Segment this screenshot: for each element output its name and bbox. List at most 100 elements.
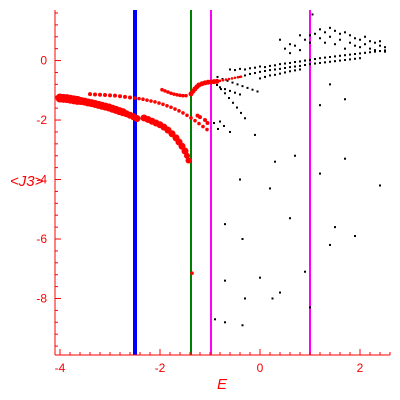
black-point-32 xyxy=(249,67,251,70)
black-point-100 xyxy=(309,34,311,37)
black-point-34 xyxy=(259,65,261,68)
black-point-147 xyxy=(289,217,291,220)
black-point-17 xyxy=(231,81,234,84)
black-point-120 xyxy=(364,35,366,38)
red-point-97 xyxy=(190,271,194,276)
y-tick-label-3: -6 xyxy=(36,232,47,246)
black-point-54 xyxy=(359,52,361,55)
series-black xyxy=(212,13,386,327)
black-point-58 xyxy=(379,50,381,53)
black-point-61 xyxy=(244,74,246,77)
black-point-88 xyxy=(274,73,276,76)
red-point-92 xyxy=(239,75,243,78)
black-point-29 xyxy=(234,69,236,72)
black-point-125 xyxy=(374,49,376,52)
black-point-25 xyxy=(229,89,231,92)
black-point-128 xyxy=(384,46,386,49)
black-point-97 xyxy=(299,49,301,52)
black-point-7 xyxy=(240,111,242,114)
black-point-102 xyxy=(319,37,321,40)
red-point-62 xyxy=(181,147,189,155)
black-point-75 xyxy=(314,62,316,65)
black-point-31 xyxy=(244,68,246,71)
red-point-48 xyxy=(197,121,201,126)
black-point-27 xyxy=(239,93,241,96)
black-point-2 xyxy=(220,88,222,91)
red-point-86 xyxy=(221,78,225,82)
x-tick-label-0: -4 xyxy=(55,361,66,375)
black-point-118 xyxy=(359,38,361,41)
black-point-46 xyxy=(319,57,321,60)
black-point-152 xyxy=(259,276,261,279)
black-point-57 xyxy=(374,50,376,53)
red-point-50 xyxy=(205,127,209,132)
black-point-14 xyxy=(216,75,219,78)
red-point-45 xyxy=(185,113,189,118)
black-point-148 xyxy=(334,226,336,229)
red-point-89 xyxy=(230,77,234,80)
black-point-95 xyxy=(289,43,291,46)
black-point-11 xyxy=(229,130,231,133)
black-point-13 xyxy=(213,122,215,125)
black-point-33 xyxy=(254,66,256,69)
black-point-119 xyxy=(359,46,361,49)
black-point-74 xyxy=(309,63,311,66)
black-point-42 xyxy=(299,60,301,63)
black-point-51 xyxy=(344,54,346,57)
black-point-79 xyxy=(334,60,336,63)
black-point-83 xyxy=(354,57,356,60)
black-point-133 xyxy=(289,52,291,55)
black-point-66 xyxy=(269,69,271,72)
y-tick-label-4: -8 xyxy=(36,291,47,305)
red-point-85 xyxy=(218,79,222,83)
black-point-10 xyxy=(223,124,225,127)
black-point-45 xyxy=(314,58,316,61)
red-point-44 xyxy=(181,111,185,115)
black-point-5 xyxy=(232,101,234,104)
black-point-96 xyxy=(294,44,296,47)
black-point-19 xyxy=(241,85,244,88)
black-point-56 xyxy=(369,51,371,54)
black-point-47 xyxy=(324,56,326,59)
black-point-159 xyxy=(271,297,274,300)
red-point-68 xyxy=(169,91,173,96)
black-point-121 xyxy=(364,43,366,46)
red-point-88 xyxy=(227,77,231,81)
black-point-122 xyxy=(369,40,371,43)
black-point-24 xyxy=(224,88,226,91)
red-point-31 xyxy=(128,95,132,100)
black-point-76 xyxy=(319,61,321,64)
black-point-69 xyxy=(284,66,286,69)
black-point-80 xyxy=(339,59,341,62)
red-point-32 xyxy=(133,96,137,100)
red-point-33 xyxy=(137,96,141,101)
black-point-108 xyxy=(334,29,336,32)
red-point-64 xyxy=(185,157,192,164)
black-point-44 xyxy=(309,58,311,61)
black-point-4 xyxy=(228,97,230,100)
black-point-65 xyxy=(264,69,266,72)
black-point-12 xyxy=(217,127,219,130)
black-point-81 xyxy=(344,58,346,61)
red-point-22 xyxy=(133,115,141,123)
black-point-130 xyxy=(311,13,314,16)
black-point-73 xyxy=(304,64,306,67)
black-point-138 xyxy=(274,160,276,163)
black-point-48 xyxy=(329,55,331,58)
black-point-26 xyxy=(234,91,236,94)
black-point-134 xyxy=(329,83,331,86)
black-point-132 xyxy=(279,38,281,41)
red-point-27 xyxy=(108,93,112,98)
tick-labels: -4 -2 0 2 0 -2 -4 -6 -8 xyxy=(36,12,391,375)
black-point-67 xyxy=(274,68,276,71)
black-point-89 xyxy=(279,72,281,75)
red-point-41 xyxy=(169,105,173,110)
red-point-87 xyxy=(224,78,228,81)
black-point-149 xyxy=(354,235,356,238)
black-point-116 xyxy=(354,37,356,40)
black-point-84 xyxy=(359,57,361,60)
black-point-101 xyxy=(314,32,316,35)
black-point-99 xyxy=(309,41,311,44)
vertical-lines xyxy=(133,10,311,355)
black-point-104 xyxy=(324,31,326,34)
